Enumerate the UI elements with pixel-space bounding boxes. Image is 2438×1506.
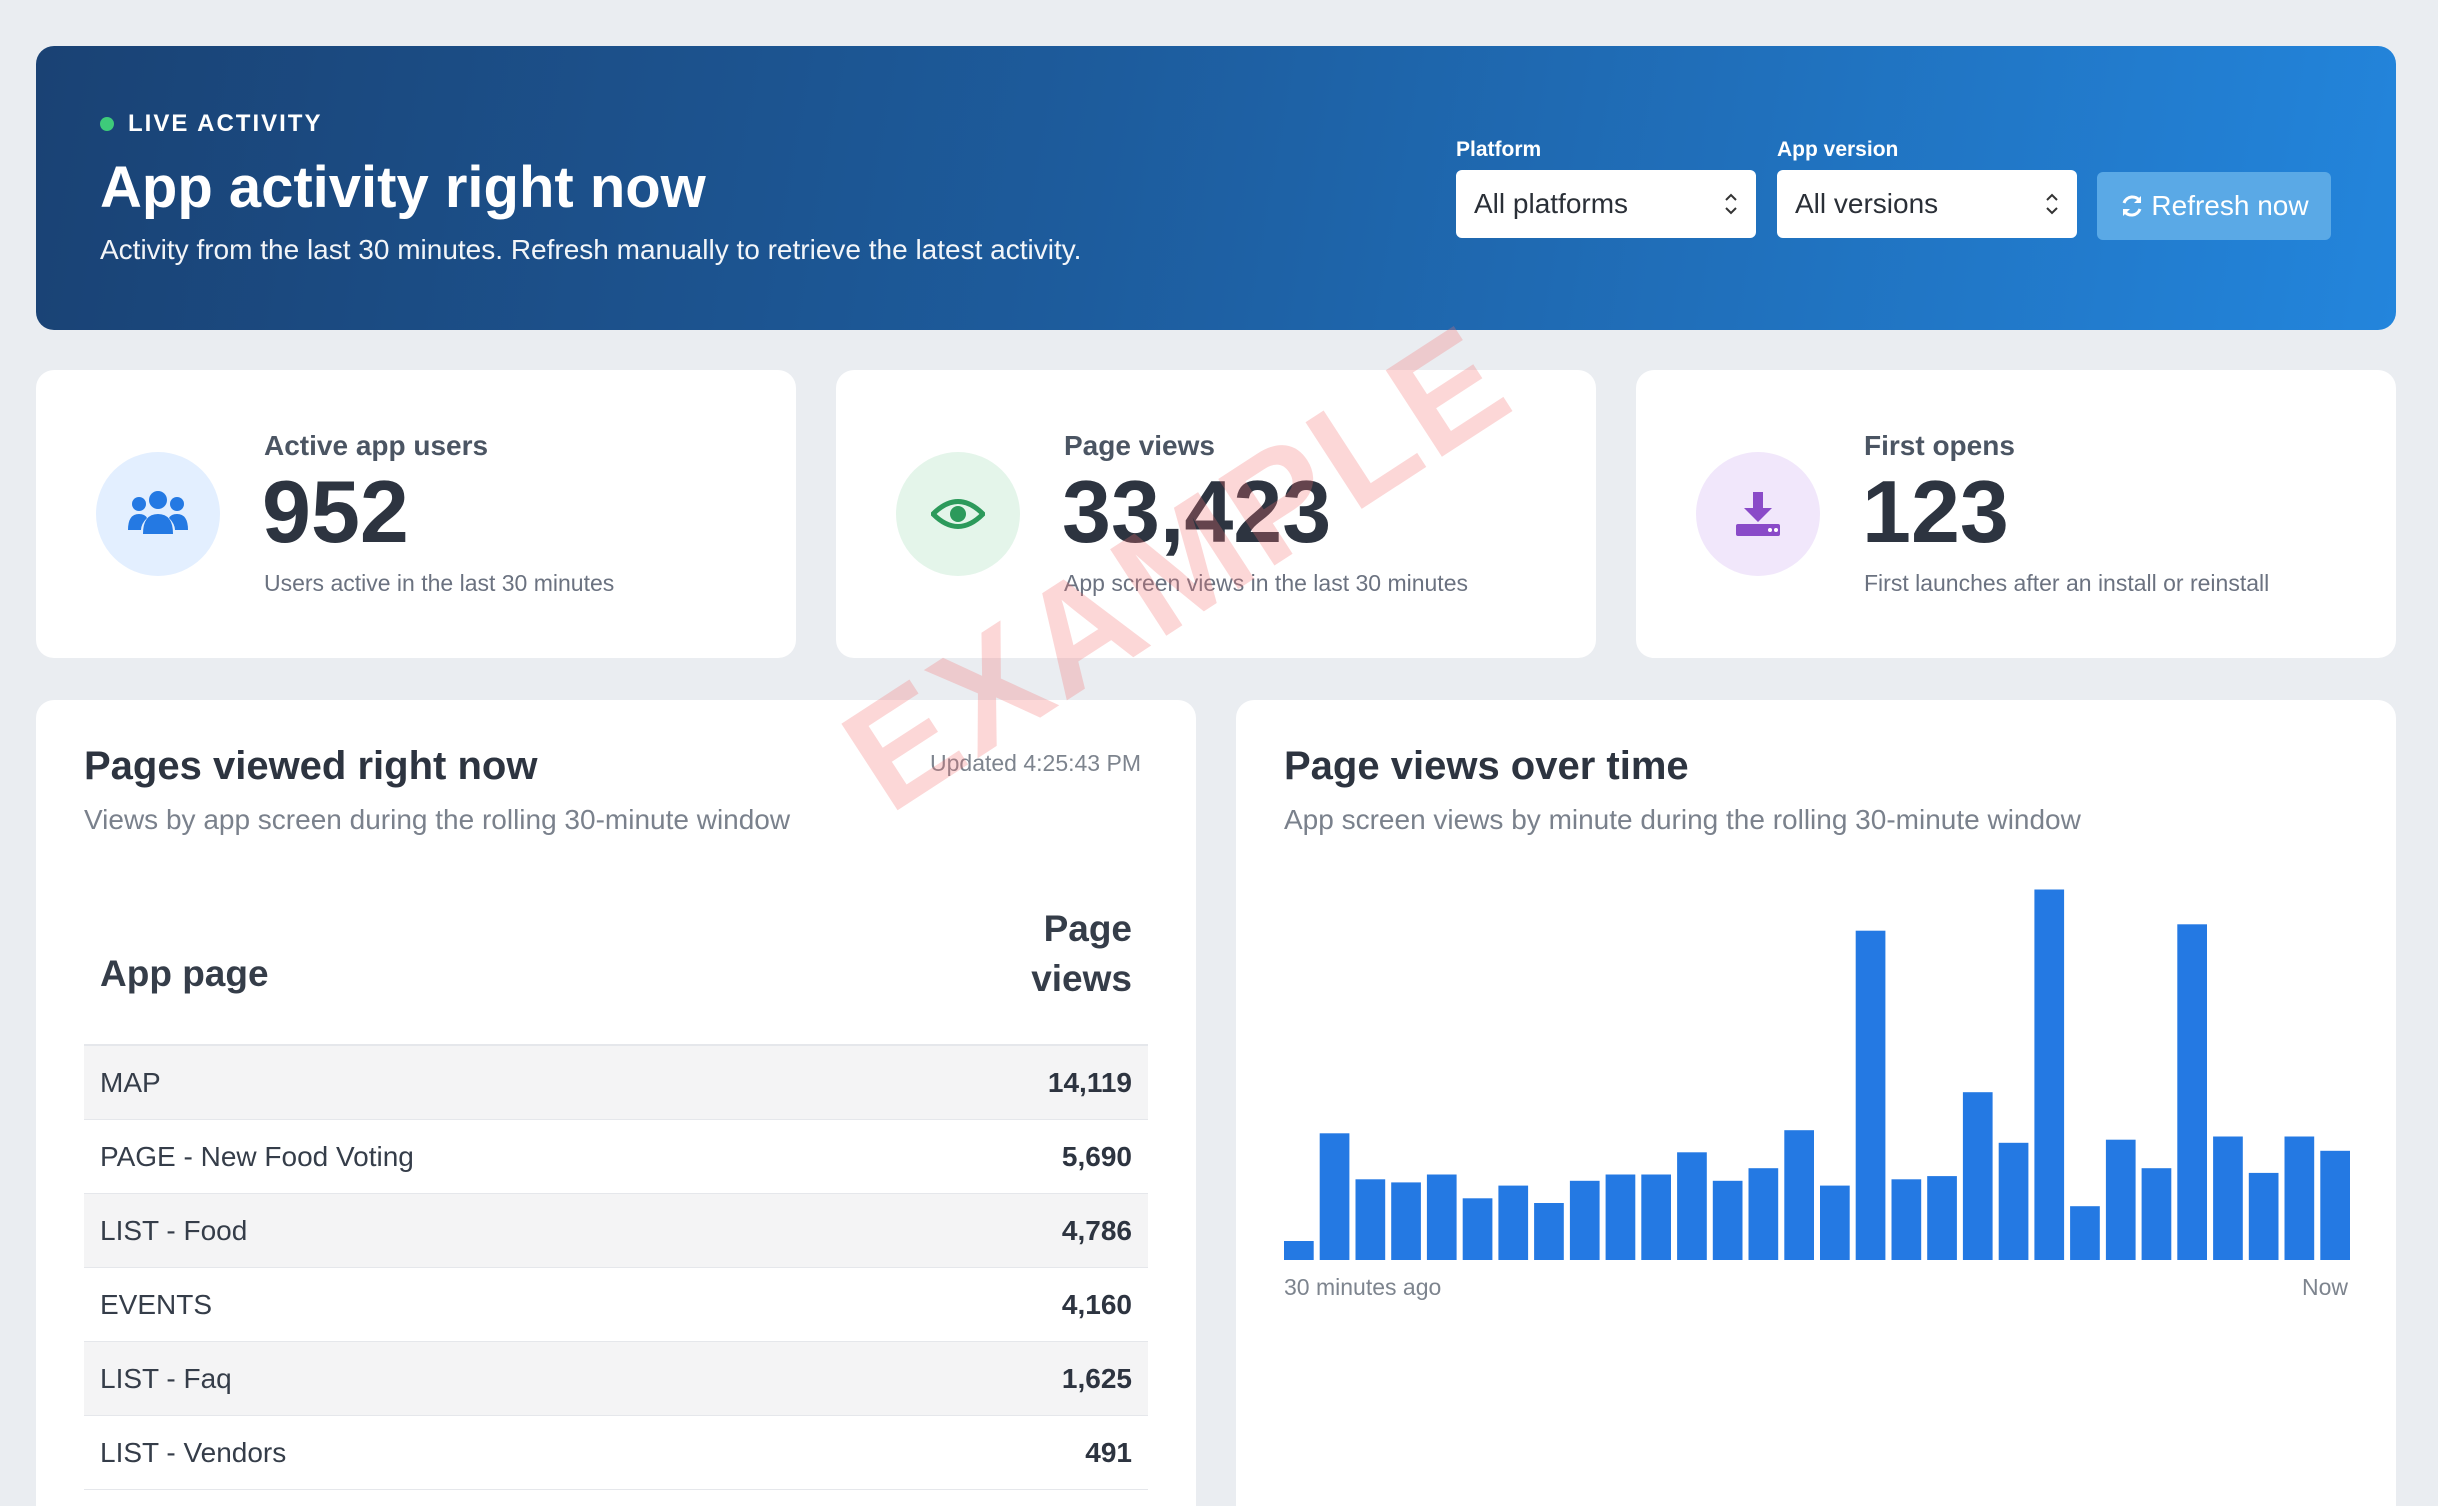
version-select[interactable]: All versions [1777, 170, 2077, 238]
row-page-views: 4,160 [1061, 1288, 1132, 1320]
column-header-app-page[interactable]: App page [100, 953, 269, 994]
row-page-views: 491 [1085, 1436, 1132, 1468]
stat-value: 123 [1862, 462, 2009, 561]
column-header-page-views[interactable]: Page views [1031, 904, 1132, 1004]
chart-bar[interactable] [1569, 1180, 1600, 1260]
page-title: App activity right now [100, 155, 706, 220]
table-row: LIST - Vendors 491 [84, 1416, 1148, 1490]
x-axis-end-label: Now [2301, 1274, 2348, 1300]
platform-select[interactable]: All platforms [1456, 170, 1756, 238]
row-page-name: EVENTS [100, 1288, 213, 1320]
select-arrows-icon [2046, 193, 2058, 215]
chart-bar[interactable] [1962, 1092, 1993, 1260]
platform-select-value: All platforms [1474, 188, 1629, 219]
page-views-bar-chart [1284, 889, 2350, 1261]
column-header-line: Page [1043, 908, 1132, 949]
row-page-views: 4,786 [1061, 1214, 1132, 1246]
chart-bar[interactable] [1927, 1176, 1957, 1260]
chart-bar[interactable] [2177, 924, 2207, 1260]
page-subtitle: Activity from the last 30 minutes. Refre… [100, 234, 1082, 265]
table-row: EVENTS 4,160 [84, 1268, 1148, 1342]
users-icon [96, 452, 220, 576]
table-header: App page Page views [84, 908, 1148, 1046]
version-label: App version [1777, 138, 1899, 161]
chart-bar[interactable] [2070, 1206, 2100, 1260]
panel-subtitle: Views by app screen during the rolling 3… [84, 804, 791, 835]
table-row: MAP 14,119 [84, 1046, 1148, 1120]
row-page-name: PAGE - New Food Voting [100, 1140, 414, 1172]
row-page-views: 5,690 [1061, 1140, 1132, 1172]
table-row: PAGE - New Food Voting 5,690 [84, 1120, 1148, 1194]
row-page-name: LIST - Vendors [100, 1436, 287, 1468]
live-indicator: LIVE ACTIVITY [100, 110, 322, 138]
chart-bar[interactable] [1641, 1174, 1671, 1261]
chart-bar[interactable] [1891, 1179, 1922, 1260]
row-page-name: MAP [100, 1066, 161, 1098]
chart-bar[interactable] [1784, 1130, 1814, 1260]
chart-bar[interactable] [1748, 1168, 1779, 1260]
row-page-views: 1,625 [1061, 1362, 1132, 1394]
pages-viewed-panel: Pages viewed right now Views by app scre… [36, 700, 1196, 1506]
chart-bar[interactable] [1677, 1152, 1707, 1260]
chart-bar[interactable] [1605, 1174, 1636, 1261]
stat-description: App screen views in the last 30 minutes [1064, 570, 1468, 596]
chart-bar[interactable] [2213, 1136, 2243, 1261]
chart-bar[interactable] [1426, 1174, 1457, 1261]
chart-bar[interactable] [2320, 1150, 2350, 1260]
chart-bar[interactable] [1534, 1203, 1564, 1260]
stat-label: Page views [1064, 430, 1215, 461]
table-row: LIST - Food 4,786 [84, 1194, 1148, 1268]
chart-bar[interactable] [1998, 1142, 2029, 1260]
download-icon [1696, 452, 1820, 576]
column-header-line: views [1031, 958, 1132, 999]
chart-bar[interactable] [1712, 1180, 1743, 1260]
pages-table: App page Page views MAP 14,119 PAGE - Ne… [84, 908, 1148, 1490]
chart-bar[interactable] [1462, 1198, 1493, 1260]
refresh-button[interactable]: Refresh now [2097, 172, 2331, 240]
chart-bar[interactable] [1855, 930, 1886, 1260]
row-page-name: LIST - Food [100, 1214, 248, 1246]
chart-bar[interactable] [2284, 1136, 2315, 1261]
updated-timestamp: Updated 4:25:43 PM [930, 750, 1141, 776]
table-body: MAP 14,119 PAGE - New Food Voting 5,690 … [84, 1046, 1148, 1490]
chart-bar[interactable] [2248, 1172, 2279, 1260]
live-activity-header: LIVE ACTIVITY App activity right now Act… [36, 46, 2396, 330]
chart-bar[interactable] [1284, 1241, 1314, 1260]
chart-bar[interactable] [1391, 1182, 1421, 1260]
version-filter: App version All versions [1777, 138, 2077, 238]
stat-value: 952 [262, 462, 409, 561]
live-status-dot [100, 117, 114, 131]
x-axis-start-label: 30 minutes ago [1284, 1274, 1442, 1300]
refresh-label: Refresh now [2151, 190, 2309, 221]
chart-bar[interactable] [1319, 1133, 1350, 1260]
refresh-icon [2122, 195, 2142, 217]
eye-icon [896, 452, 1020, 576]
page-views-chart-panel: Page views over time App screen views by… [1236, 700, 2396, 1506]
chart-bar[interactable] [1355, 1179, 1386, 1260]
chart-bar[interactable] [2141, 1168, 2172, 1260]
chart-bar[interactable] [1820, 1185, 1850, 1260]
panel-title: Page views over time [1284, 744, 1689, 788]
platform-label: Platform [1456, 138, 1542, 161]
stat-card-page-views: Page views 33,423 App screen views in th… [836, 370, 1596, 658]
stat-value: 33,423 [1062, 462, 1332, 561]
row-page-views: 14,119 [1047, 1066, 1132, 1098]
stat-card-first-opens: First opens 123 First launches after an … [1636, 370, 2396, 658]
select-arrows-icon [1725, 193, 1737, 215]
chart-bar[interactable] [2105, 1139, 2136, 1260]
chart-bar[interactable] [1498, 1185, 1529, 1260]
stat-label: Active app users [264, 430, 489, 461]
stat-card-active-users: Active app users 952 Users active in the… [36, 370, 796, 658]
stat-description: Users active in the last 30 minutes [264, 570, 615, 596]
stat-label: First opens [1864, 430, 2015, 461]
table-row: LIST - Faq 1,625 [84, 1342, 1148, 1416]
live-label: LIVE ACTIVITY [128, 110, 323, 137]
stat-description: First launches after an install or reins… [1864, 570, 2270, 596]
version-select-value: All versions [1795, 188, 1939, 219]
panel-subtitle: App screen views by minute during the ro… [1284, 804, 2081, 835]
panel-title: Pages viewed right now [84, 744, 538, 788]
row-page-name: LIST - Faq [100, 1362, 232, 1394]
platform-filter: Platform All platforms [1456, 138, 1756, 238]
chart-bar[interactable] [2034, 889, 2065, 1261]
